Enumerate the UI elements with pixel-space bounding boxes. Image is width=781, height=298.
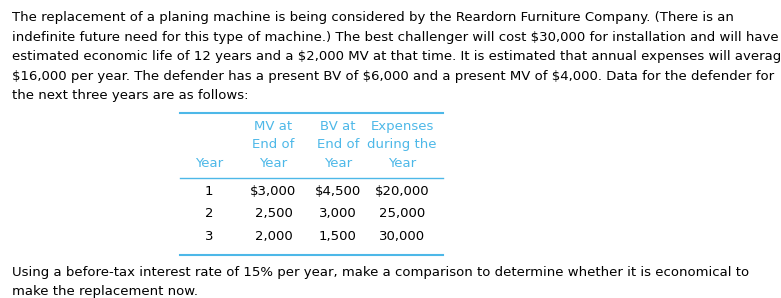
- Text: 2: 2: [205, 207, 213, 221]
- Text: during the: during the: [367, 139, 437, 151]
- Text: make the replacement now.: make the replacement now.: [12, 285, 198, 298]
- Text: Year: Year: [259, 157, 287, 170]
- Text: MV at: MV at: [255, 120, 293, 133]
- Text: estimated economic life of 12 years and a $2,000 MV at that time. It is estimate: estimated economic life of 12 years and …: [12, 50, 781, 63]
- Text: End of: End of: [316, 139, 359, 151]
- Text: Using a before-tax interest rate of 15% per year, make a comparison to determine: Using a before-tax interest rate of 15% …: [12, 266, 749, 279]
- Text: Year: Year: [324, 157, 352, 170]
- Text: $3,000: $3,000: [251, 185, 297, 198]
- Text: End of: End of: [252, 139, 294, 151]
- Text: BV at: BV at: [320, 120, 355, 133]
- Text: 2,500: 2,500: [255, 207, 292, 221]
- Text: Year: Year: [388, 157, 416, 170]
- Text: 1,500: 1,500: [319, 230, 357, 243]
- Text: 3,000: 3,000: [319, 207, 357, 221]
- Text: 25,000: 25,000: [379, 207, 426, 221]
- Text: 3: 3: [205, 230, 213, 243]
- Text: Year: Year: [195, 157, 223, 170]
- Text: $16,000 per year. The defender has a present BV of $6,000 and a present MV of $4: $16,000 per year. The defender has a pre…: [12, 70, 774, 83]
- Text: 30,000: 30,000: [379, 230, 425, 243]
- Text: The replacement of a planing machine is being considered by the Reardorn Furnitu: The replacement of a planing machine is …: [12, 11, 734, 24]
- Text: the next three years are as follows:: the next three years are as follows:: [12, 89, 248, 103]
- Text: indefinite future need for this type of machine.) The best challenger will cost : indefinite future need for this type of …: [12, 31, 781, 44]
- Text: $20,000: $20,000: [375, 185, 430, 198]
- Text: $4,500: $4,500: [315, 185, 361, 198]
- Text: 1: 1: [205, 185, 213, 198]
- Text: 2,000: 2,000: [255, 230, 292, 243]
- Text: Expenses: Expenses: [370, 120, 434, 133]
